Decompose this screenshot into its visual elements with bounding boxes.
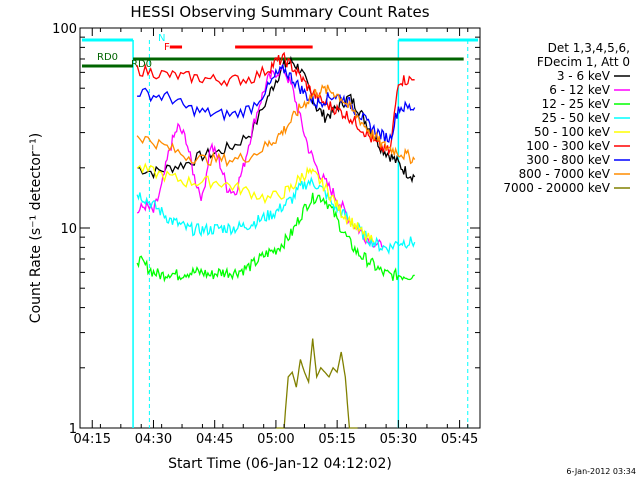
y-axis-label: Count Rate (s⁻¹ detector⁻¹) [28, 133, 44, 323]
series-lines [136, 51, 416, 429]
legend-header-line-1: Det 1,3,4,5,6, [548, 41, 630, 55]
legend-label: 800 - 7000 keV [519, 167, 611, 181]
x-tick-label: 05:30 [380, 432, 417, 447]
legend-label: 6 - 12 keV [549, 83, 611, 97]
legend-label: 7000 - 20000 keV [503, 181, 610, 195]
legend-label: 100 - 300 keV [526, 139, 610, 153]
y-axis-ticks: 1 10 100 [52, 22, 480, 437]
x-tick-label: 04:45 [196, 432, 233, 447]
legend-label: 300 - 800 keV [526, 153, 610, 167]
x-tick-label: 04:30 [135, 432, 172, 447]
overlay-annotation: RD0 [97, 52, 118, 63]
legend-header-line-2: FDecim 1, Att 0 [537, 55, 630, 69]
y-tick-label: 10 [60, 222, 77, 237]
y-tick-label: 100 [52, 22, 77, 37]
series-line-7 [136, 84, 416, 168]
plot-frame [79, 27, 481, 429]
series-line-3 [136, 176, 416, 255]
series-line-8 [275, 338, 358, 429]
x-tick-label: 05:45 [441, 432, 478, 447]
legend-label: 3 - 6 keV [557, 69, 611, 83]
series-line-1 [136, 64, 383, 249]
footer-date: 6-Jan-2012 03:34 [566, 467, 636, 476]
x-axis-ticks: 04:15 04:30 04:45 05:00 05:15 05:30 05:45 [74, 28, 478, 447]
overlay-annotation: F [164, 42, 170, 53]
observing-overlays: NF RD0 RD0 [82, 33, 478, 428]
x-tick-label: 05:15 [318, 432, 355, 447]
x-tick-label: 05:00 [257, 432, 294, 447]
legend-label: 50 - 100 keV [534, 125, 611, 139]
x-axis-label: Start Time (06-Jan-12 04:12:02) [168, 456, 392, 472]
chart-title: HESSI Observing Summary Count Rates [130, 3, 429, 21]
legend-label: 12 - 25 keV [542, 97, 611, 111]
series-line-2 [136, 192, 415, 283]
legend-label: 25 - 50 keV [542, 111, 611, 125]
y-tick-label: 1 [69, 422, 77, 437]
series-line-4 [136, 162, 375, 243]
overlay-annotation: N [158, 33, 165, 44]
x-tick-label: 04:15 [74, 432, 111, 447]
overlay-annotation: RD0 [131, 59, 152, 70]
